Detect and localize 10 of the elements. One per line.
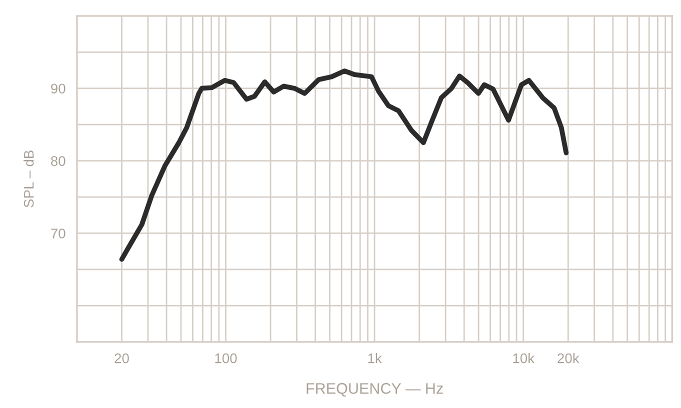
y-tick-label: 70 — [51, 228, 66, 238]
x-tick-label: 20k — [558, 353, 580, 364]
x-tick-label: 10k — [513, 353, 535, 364]
x-tick-label: 20 — [114, 353, 129, 364]
x-tick-label: 100 — [215, 353, 237, 364]
y-axis-title: SPL – dB — [24, 150, 34, 208]
x-axis-title: FREQUENCY — Hz — [306, 383, 443, 397]
y-tick-label: 80 — [51, 156, 66, 166]
x-tick-label: 1k — [368, 353, 382, 364]
y-tick-label: 90 — [51, 84, 66, 94]
